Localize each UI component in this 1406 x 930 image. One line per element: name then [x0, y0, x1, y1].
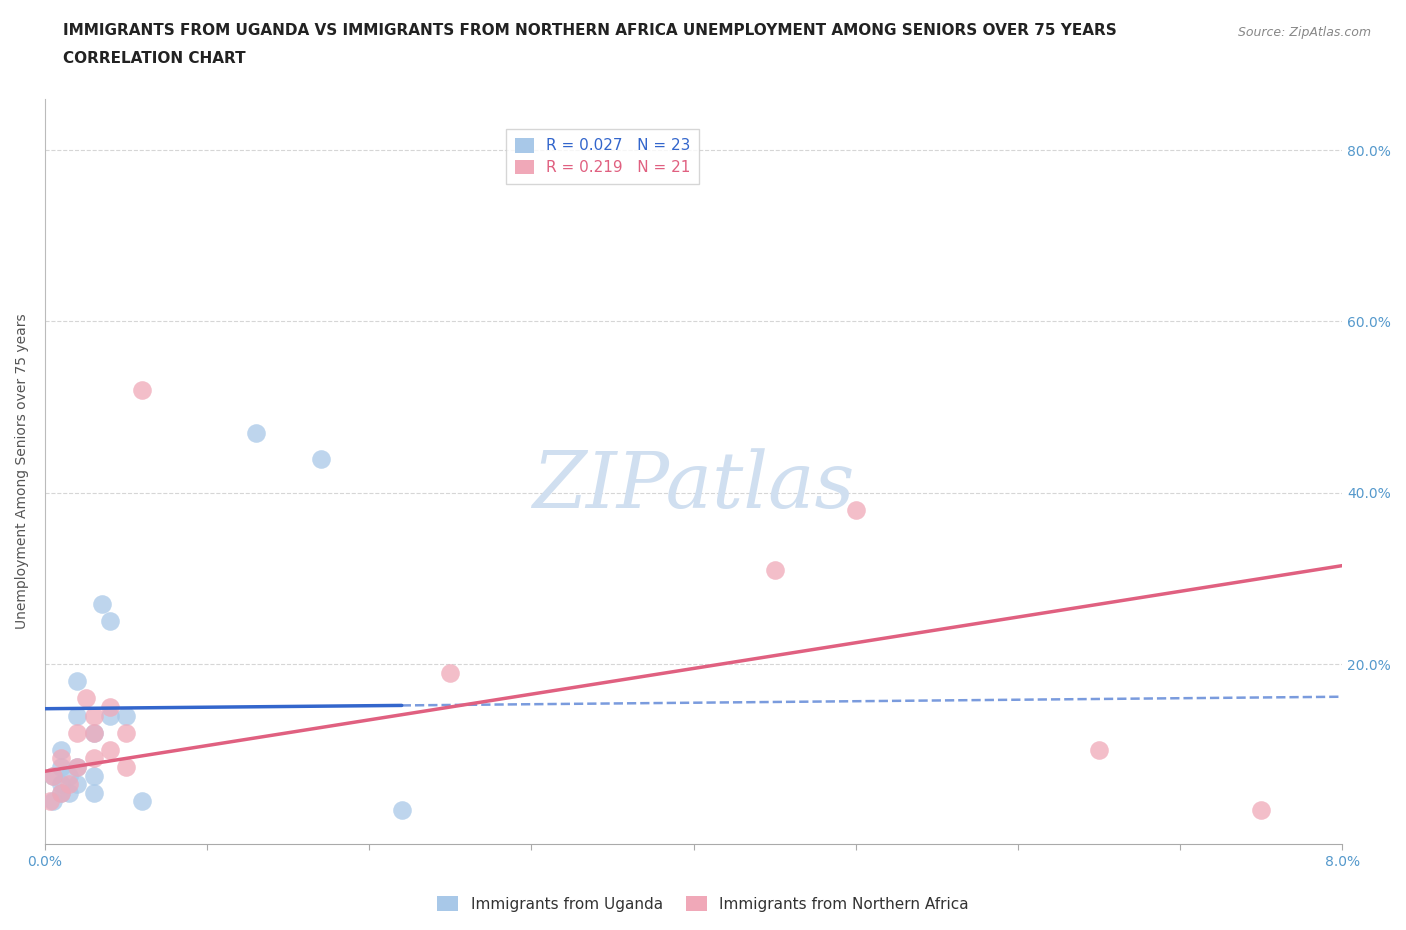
Point	[66, 760, 89, 775]
Point	[309, 451, 332, 466]
Point	[51, 751, 73, 765]
Point	[83, 725, 105, 740]
Point	[1088, 742, 1111, 757]
Point	[1250, 803, 1272, 817]
Point	[845, 502, 868, 517]
Point	[66, 777, 89, 791]
Legend: Immigrants from Uganda, Immigrants from Northern Africa: Immigrants from Uganda, Immigrants from …	[432, 890, 974, 918]
Point	[51, 785, 73, 800]
Point	[83, 708, 105, 723]
Point	[66, 708, 89, 723]
Point	[98, 614, 121, 629]
Point	[90, 597, 112, 612]
Point	[115, 760, 138, 775]
Point	[439, 665, 461, 680]
Point	[38, 794, 60, 809]
Point	[83, 751, 105, 765]
Text: Source: ZipAtlas.com: Source: ZipAtlas.com	[1237, 26, 1371, 39]
Point	[115, 725, 138, 740]
Text: IMMIGRANTS FROM UGANDA VS IMMIGRANTS FROM NORTHERN AFRICA UNEMPLOYMENT AMONG SEN: IMMIGRANTS FROM UGANDA VS IMMIGRANTS FRO…	[63, 23, 1116, 38]
Point	[66, 760, 89, 775]
Point	[66, 725, 89, 740]
Legend: R = 0.027   N = 23, R = 0.219   N = 21: R = 0.027 N = 23, R = 0.219 N = 21	[506, 128, 699, 184]
Point	[131, 794, 153, 809]
Point	[51, 742, 73, 757]
Point	[75, 691, 97, 706]
Point	[51, 760, 73, 775]
Point	[391, 803, 413, 817]
Point	[66, 674, 89, 689]
Point	[83, 725, 105, 740]
Point	[98, 742, 121, 757]
Point	[763, 563, 786, 578]
Point	[83, 785, 105, 800]
Point	[58, 768, 80, 783]
Point	[42, 768, 65, 783]
Text: ZIPatlas: ZIPatlas	[533, 448, 855, 525]
Point	[131, 382, 153, 397]
Point	[51, 777, 73, 791]
Point	[245, 425, 267, 440]
Point	[98, 699, 121, 714]
Point	[51, 785, 73, 800]
Point	[58, 785, 80, 800]
Point	[58, 777, 80, 791]
Point	[83, 768, 105, 783]
Text: CORRELATION CHART: CORRELATION CHART	[63, 51, 246, 66]
Point	[42, 768, 65, 783]
Y-axis label: Unemployment Among Seniors over 75 years: Unemployment Among Seniors over 75 years	[15, 313, 30, 630]
Point	[42, 794, 65, 809]
Point	[115, 708, 138, 723]
Point	[98, 708, 121, 723]
